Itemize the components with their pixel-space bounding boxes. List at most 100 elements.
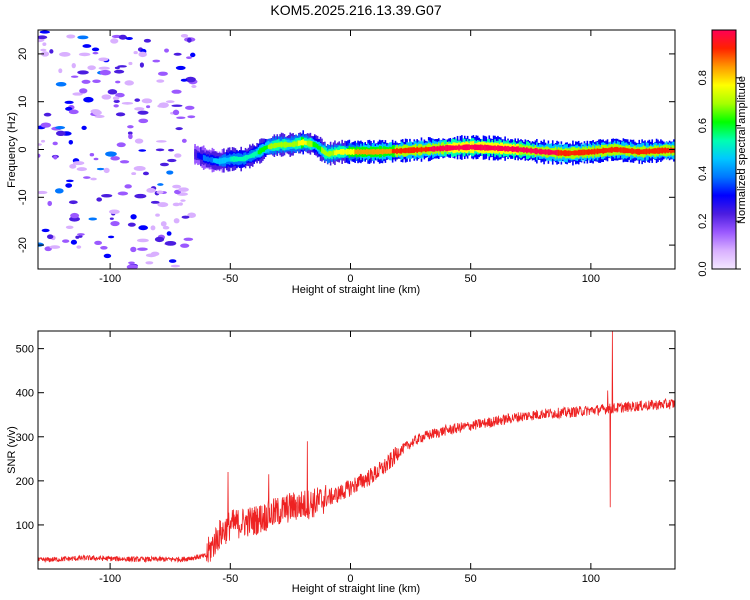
spectrogram-x-tick-label: 50 <box>465 273 477 285</box>
spectrogram-ridge-cell <box>260 147 263 154</box>
spectrogram-noise-blob <box>49 49 54 54</box>
colorbar-tick-label: 0.2 <box>697 214 709 229</box>
spectrogram-ridge-cell <box>650 149 652 154</box>
spectrogram-ridge-cell <box>432 146 434 152</box>
spectrogram-noise-blob <box>103 253 112 259</box>
snr-x-tick-label: 50 <box>465 573 477 585</box>
spectrogram-ridge-cell <box>334 150 336 156</box>
spectrogram-noise-blob <box>130 246 137 253</box>
spectrogram-ridge-cell <box>648 148 651 155</box>
spectrogram-noise-blob <box>166 231 172 236</box>
spectrogram-ridge-cell <box>651 148 654 154</box>
spectrogram-noise-blob <box>65 225 74 229</box>
spectrogram-noise-blob <box>180 33 189 38</box>
colorbar-tick-label: 0.8 <box>697 70 709 85</box>
spectrogram-ridge-cell <box>662 148 665 153</box>
spectrogram-noise-blob <box>77 233 85 236</box>
spectrogram-noise-blob <box>115 112 126 117</box>
spectrogram-ridge-cell <box>321 147 323 154</box>
spectrogram-ridge-cell <box>195 152 198 158</box>
spectrogram-ridge-cell <box>629 148 632 154</box>
spectrogram-ridge-cell <box>377 148 380 155</box>
spectrogram-noise-blob <box>190 52 196 58</box>
spectrogram-ridge-cell <box>621 147 623 153</box>
spectrogram-ridge-cell <box>401 148 404 153</box>
spectrogram-ridge-cell <box>528 148 531 153</box>
spectrogram-noise-blob <box>101 194 113 198</box>
spectrogram-ridge-cell <box>300 139 303 146</box>
spectrogram-noise-blob <box>117 191 129 196</box>
spectrogram-ridge-cell <box>358 149 361 154</box>
spectrogram-ridge-cell <box>507 145 509 152</box>
spectrogram-ridge-cell <box>459 145 462 150</box>
spectrogram-noise-blob <box>71 63 76 69</box>
spectrogram-noise-blob <box>76 167 88 172</box>
spectrogram-ridge-cell <box>390 148 392 154</box>
spectrogram-noise-blob <box>128 261 135 265</box>
spectrogram-noise-blob <box>165 100 175 103</box>
spectrogram-noise-blob <box>83 96 94 103</box>
spectrogram-noise-blob <box>121 102 134 105</box>
spectrogram-noise-blob <box>187 115 196 119</box>
snr-y-tick-label: 500 <box>16 344 34 356</box>
spectrogram-ridge-cell <box>556 149 558 156</box>
spectrogram-ridge-cell <box>262 147 264 153</box>
spectrogram-ridge-cell <box>523 146 525 153</box>
spectrogram-noise-blob <box>150 251 160 256</box>
spectrogram-ridge-cell <box>472 144 475 150</box>
spectrogram-ridge-cell <box>269 143 271 150</box>
spectrogram-ridge-cell <box>439 145 442 152</box>
spectrogram-ridge-cell <box>234 156 237 162</box>
spectrogram-ridge-cell <box>211 157 214 164</box>
spectrogram-ridge-cell <box>546 149 548 155</box>
spectrogram-ridge-cell <box>619 147 622 153</box>
spectrogram-ridge-cell <box>425 146 427 153</box>
spectrogram-ridge-cell <box>628 148 630 154</box>
spectrogram-ridge-cell <box>409 147 411 154</box>
spectrogram-noise-blob <box>138 149 147 152</box>
spectrogram-ridge-cell <box>465 144 467 151</box>
spectrogram-ridge-cell <box>587 149 590 156</box>
spectrogram-ridge-cell <box>482 145 485 150</box>
spectrogram-noise-blob <box>92 79 101 84</box>
spectrogram-noise-blob <box>92 110 102 116</box>
spectrogram-noise-blob <box>55 82 67 87</box>
spectrogram-ridge-cell <box>308 140 310 147</box>
spectrogram-ridge-cell <box>543 149 545 155</box>
spectrogram-ridge-cell <box>550 150 553 155</box>
spectrogram-ridge-cell <box>254 151 257 157</box>
spectrogram-ridge-cell <box>644 149 646 155</box>
spectrogram-ridge-cell <box>673 148 675 153</box>
spectrogram-ridge-cell <box>615 146 617 153</box>
spectrogram-ridge-cell <box>557 149 560 156</box>
spectrogram-ridge-cell <box>463 144 466 151</box>
spectrogram-ridge-cell <box>491 145 493 151</box>
spectrogram-ridge-cell <box>626 148 629 154</box>
spectrogram-noise-blob <box>90 177 97 181</box>
spectrogram-ridge-cell <box>427 147 430 152</box>
spectrogram-ridge <box>194 130 675 173</box>
spectrogram-noise-blob <box>180 199 186 202</box>
spectrogram-noise-blob <box>180 243 190 248</box>
spectrogram-ridge-cell <box>386 148 388 154</box>
spectrogram-ridge-cell <box>637 148 639 155</box>
spectrogram-noise-blob <box>69 216 81 222</box>
spectrogram-noise-blob <box>175 65 186 70</box>
spectrogram-ridge-cell <box>357 148 359 155</box>
spectrogram-noise-blob <box>133 166 146 171</box>
spectrogram-ridge-cell <box>407 147 410 154</box>
spectrogram-ridge-cell <box>453 145 456 150</box>
spectrogram-ridge-cell <box>515 146 518 153</box>
spectrogram-ridge-cell <box>635 149 638 155</box>
spectrogram-ridge-cell <box>313 141 316 148</box>
spectrogram-noise-blob <box>65 106 73 111</box>
spectrogram-noise-blob <box>139 62 144 68</box>
spectrogram-ridge-cell <box>664 147 667 154</box>
spectrogram-noise-blob <box>174 153 182 158</box>
spectrogram-ridge-cell <box>241 156 244 162</box>
spectrogram-ridge-cell <box>525 147 528 154</box>
spectrogram-noise-blob <box>164 240 177 246</box>
spectrogram-ridge-cell <box>303 140 306 145</box>
spectrogram-ridge-cell <box>541 149 544 155</box>
spectrogram-ridge-cell <box>361 149 364 155</box>
